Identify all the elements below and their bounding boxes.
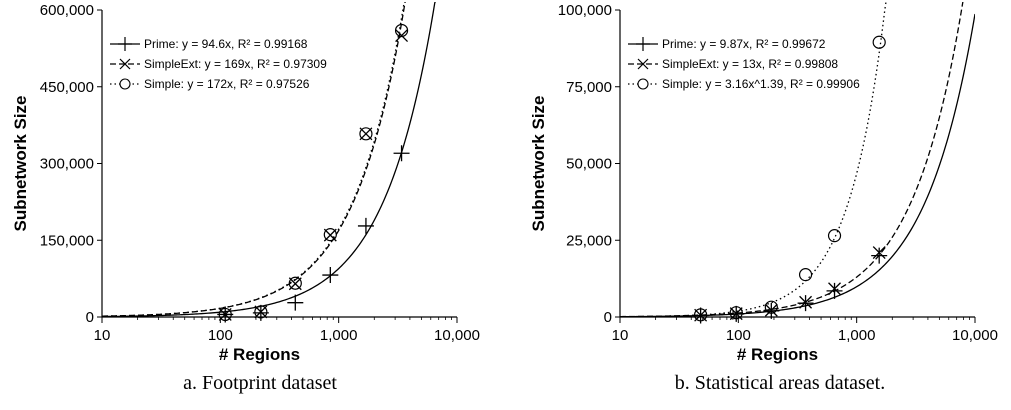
y-tick-label: 450,000 — [40, 79, 94, 96]
legend-label: Prime: y = 9.87x, R² = 0.99672 — [662, 37, 826, 51]
x-tick-label: 1,000 — [838, 327, 876, 344]
data-point-simple — [798, 268, 813, 282]
y-tick-label: 300,000 — [40, 156, 94, 173]
legend-marker-plus — [118, 37, 132, 51]
chart-panel-2: 10 100 1,000 10,000 0 25,000 50,000 75,000 100,0… — [529, 2, 998, 394]
plot-area — [102, 2, 436, 317]
data-point-simpleext — [828, 282, 841, 296]
fit-curve-simpleext — [620, 2, 964, 317]
x-tick-label: 1,000 — [320, 327, 358, 344]
fit-curve-prime — [102, 2, 436, 317]
legend-label: Simple: y = 172x, R² = 0.97526 — [144, 77, 310, 91]
legend-marker-circle — [637, 78, 649, 90]
plot-area — [620, 2, 975, 317]
data-point-simple — [872, 35, 886, 49]
y-tick-label: 600,000 — [40, 2, 94, 19]
data-point-simpleext — [799, 295, 813, 309]
legend-label: Simple: y = 3.16x^1.39, R² = 0.99906 — [662, 77, 860, 91]
x-axis-title: # Regions — [737, 345, 818, 364]
legend-marker-x — [637, 58, 649, 70]
data-point-prime — [322, 267, 339, 284]
x-tick-label: 10 — [94, 327, 111, 344]
y-tick-label: 0 — [86, 309, 94, 326]
x-tick-label: 100 — [208, 327, 233, 344]
data-point-simple — [323, 228, 337, 242]
legend-marker-x — [119, 58, 131, 70]
data-point-simple — [729, 306, 743, 320]
data-point-simple — [218, 307, 232, 322]
y-axis-title: Subnetwork Size — [11, 95, 30, 231]
y-axis-title: Subnetwork Size — [529, 95, 548, 231]
legend-marker-plus — [636, 37, 650, 51]
fit-curve-simple — [102, 2, 406, 317]
legend-label: SimpleExt: y = 13x, R² = 0.99808 — [662, 57, 838, 71]
x-tick-label: 10,000 — [952, 327, 998, 344]
data-point-prime — [797, 295, 814, 312]
y-tick-label: 0 — [604, 309, 612, 326]
y-tick-label: 75,000 — [566, 79, 612, 96]
data-point-simple — [254, 305, 268, 319]
data-point-simpleext — [395, 29, 409, 43]
y-tick-label: 150,000 — [40, 232, 94, 249]
chart-panel-1: 10 100 1,000 10,000 0 150,000 300,000 450,000 60… — [11, 2, 480, 394]
x-tick-label: 10,000 — [434, 327, 480, 344]
data-point-prime — [871, 247, 888, 264]
legend-label: SimpleExt: y = 169x, R² = 0.97309 — [144, 57, 327, 71]
data-point-simple — [764, 300, 778, 314]
x-tick-label: 100 — [726, 327, 751, 344]
x-tick-label: 10 — [612, 327, 629, 344]
data-point-prime — [357, 217, 374, 234]
figure-caption: b. Statistical areas dataset. — [675, 372, 885, 394]
data-point-prime — [826, 282, 843, 299]
data-point-simpleext — [764, 303, 778, 317]
y-tick-label: 50,000 — [566, 156, 612, 173]
data-point-prime — [393, 145, 410, 162]
data-point-simple — [394, 23, 409, 38]
legend-label: Prime: y = 94.6x, R² = 0.99168 — [144, 37, 308, 51]
y-tick-label: 100,000 — [558, 2, 612, 19]
figure-caption: a. Footprint dataset — [183, 372, 337, 394]
x-axis-title: # Regions — [219, 345, 300, 364]
data-point-simple — [359, 127, 373, 141]
data-point-prime — [287, 294, 304, 311]
data-point-simple — [827, 229, 842, 243]
data-point-simpleext — [872, 246, 886, 259]
y-tick-label: 25,000 — [566, 232, 612, 249]
data-point-simple — [694, 308, 708, 322]
data-point-simple — [288, 276, 302, 290]
legend-marker-circle — [119, 78, 131, 90]
